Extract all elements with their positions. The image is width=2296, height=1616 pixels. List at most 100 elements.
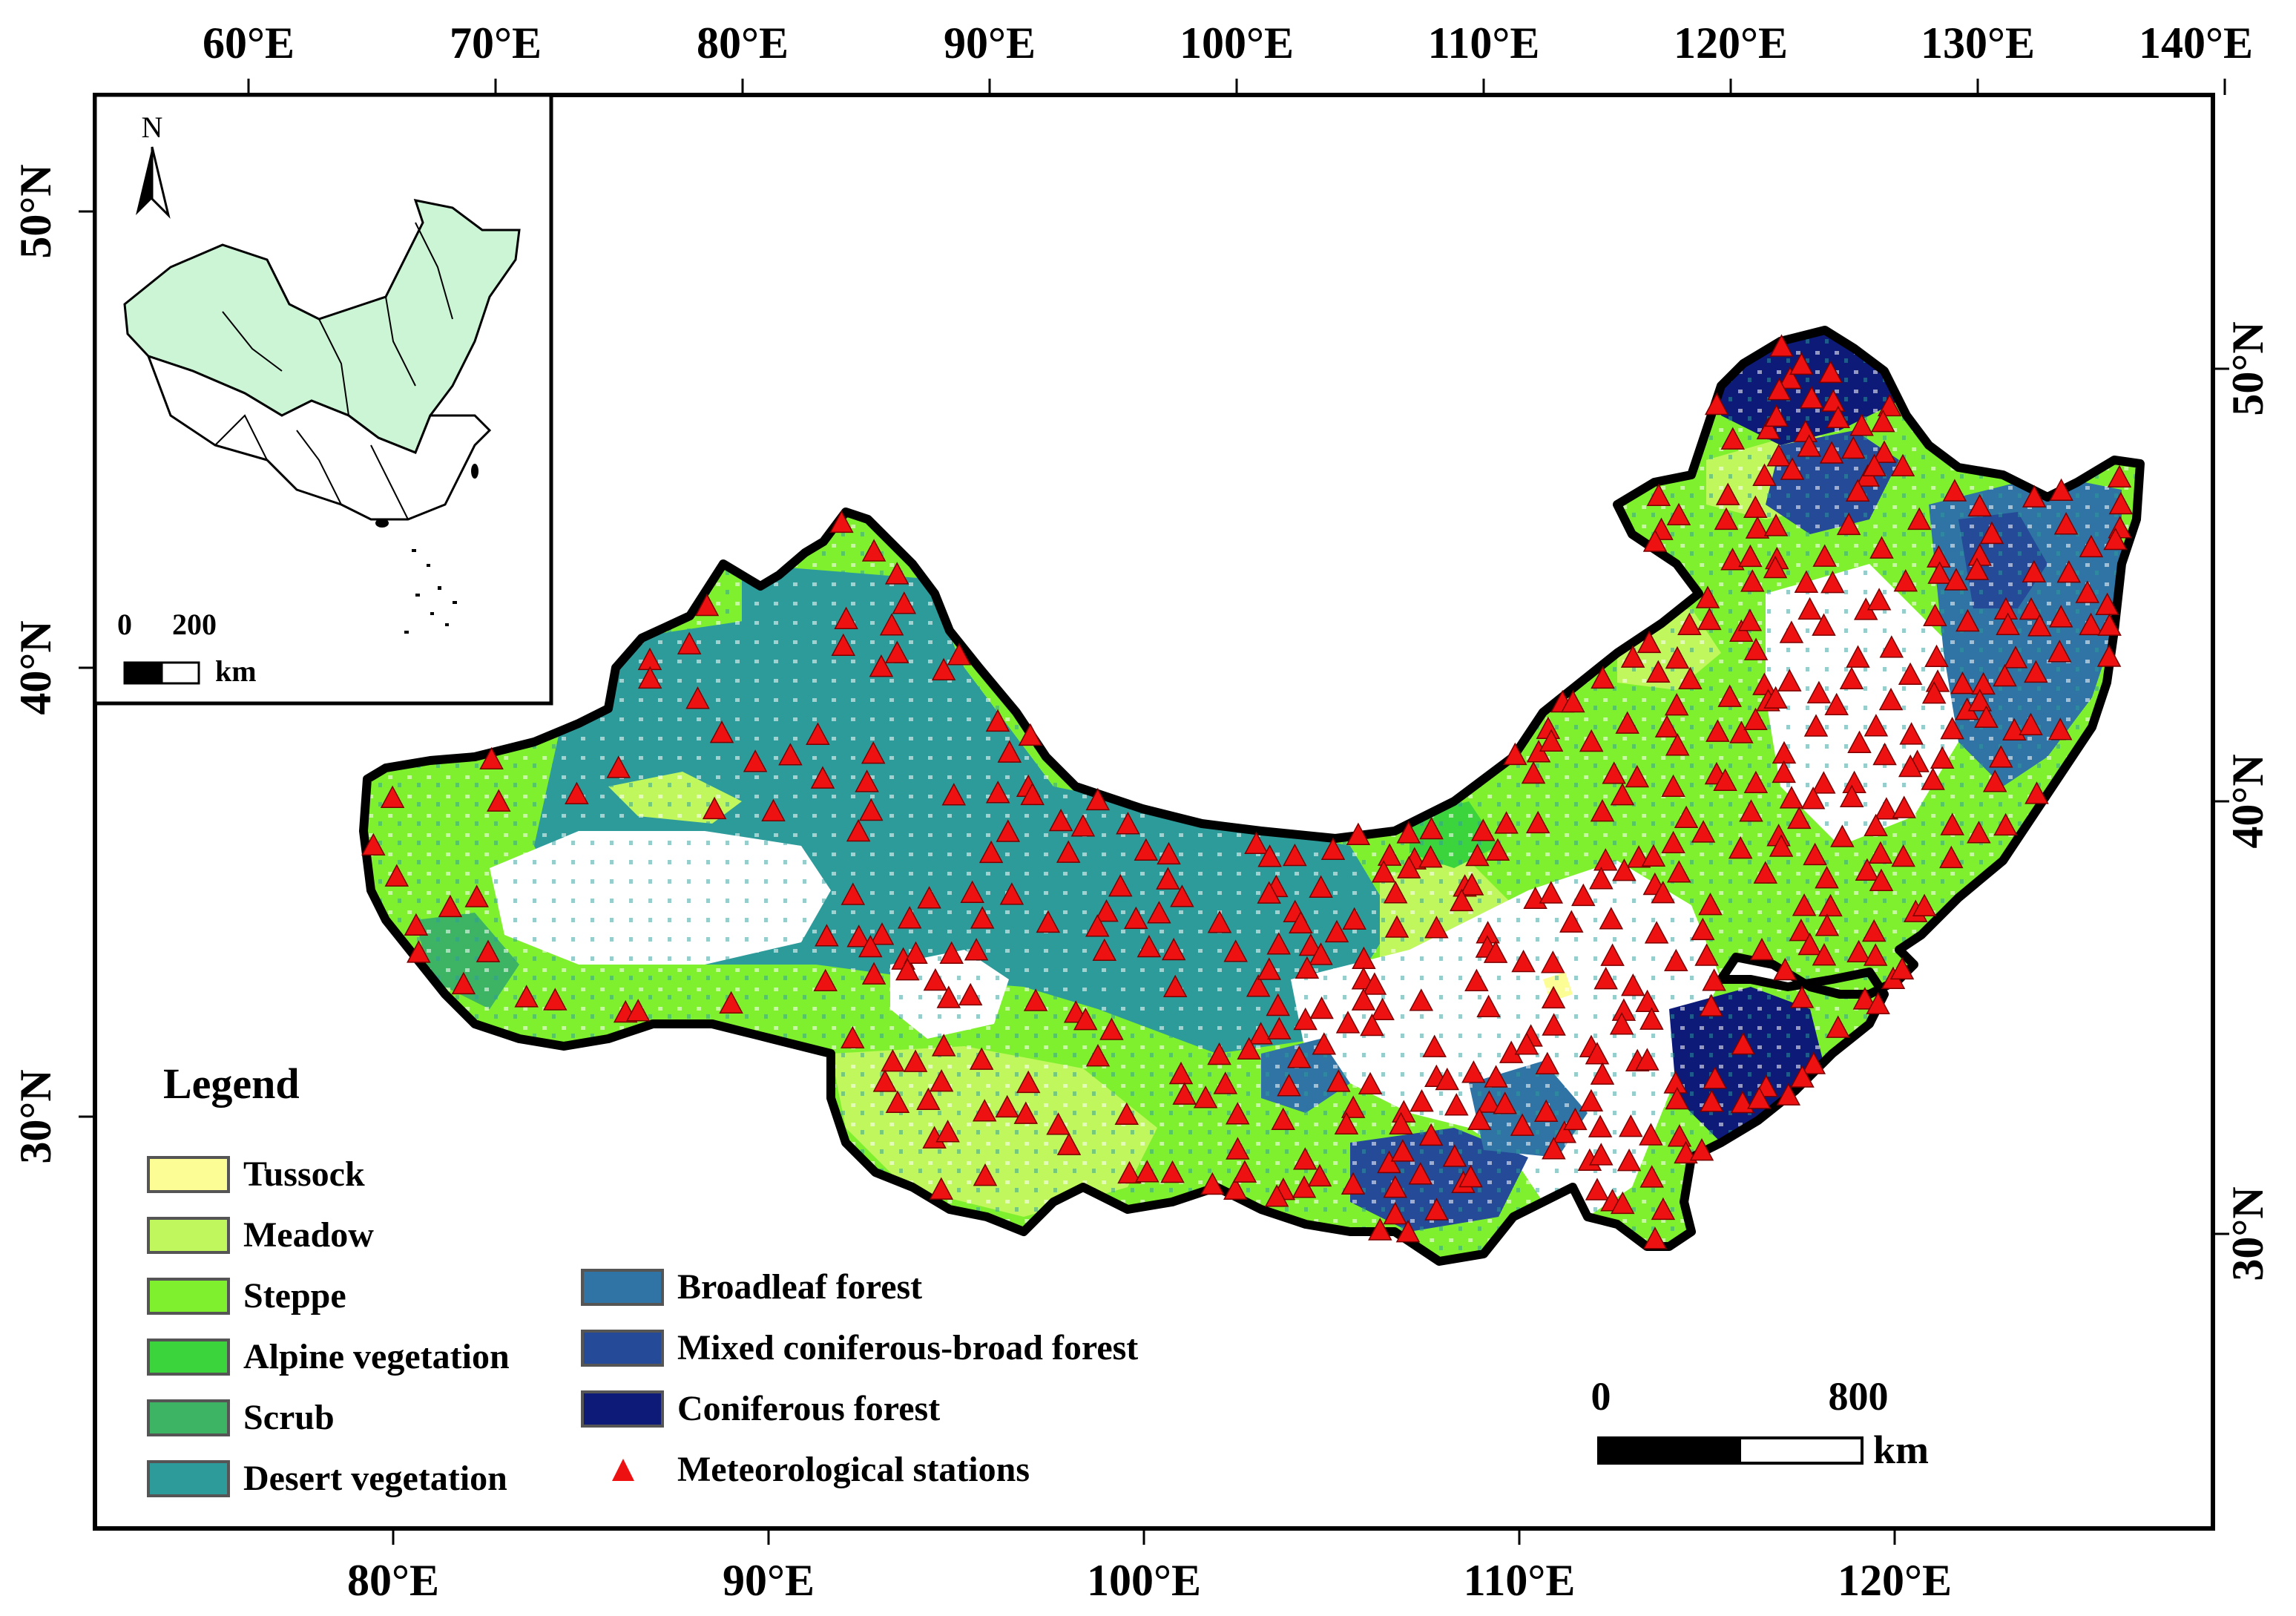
meteorological-station-marker [1046,1112,1070,1135]
meteorological-station-marker [1494,811,1519,834]
meteorological-station-marker [1764,404,1789,427]
meteorological-station-marker [1465,843,1490,867]
meteorological-station-marker [1849,413,1874,436]
meteorological-station-marker [1292,1175,1317,1198]
meteorological-station-marker [2003,646,2028,669]
meteorological-station-marker [869,654,894,677]
meteorological-station-marker [931,1034,956,1057]
meteorological-station-marker [1993,663,2017,687]
meteorological-station-marker [1266,993,1290,1016]
meteorological-station-marker [1295,956,1320,979]
meteorological-station-marker [1779,786,1804,809]
meteorological-station-marker [973,1163,998,1186]
meteorological-station-marker [1162,974,1188,998]
meteorological-station-marker [1418,1123,1444,1146]
meteorological-station-marker [1611,1191,1635,1215]
meteorological-station-marker [1116,812,1140,835]
meteorological-station-marker [685,686,710,709]
meteorological-station-marker [1815,866,1839,889]
meteorological-station-marker [1967,689,1993,712]
top-lon-label: 80°E [697,19,789,68]
meteorological-station-marker [1674,805,1699,829]
meteorological-station-marker [1085,1044,1111,1067]
meteorological-station-marker [1384,915,1409,938]
meteorological-station-marker [2047,640,2072,663]
meteorological-station-marker [1877,393,1902,417]
top-lon-label: 70°E [450,19,542,68]
meteorological-station-marker [1812,613,1836,636]
meteorological-station-marker [1571,883,1596,907]
scale-bar: 0 800 km [1591,1374,1930,1472]
meteorological-station-marker [885,640,909,663]
meteorological-station-marker [1309,875,1333,898]
meteorological-station-marker [1147,901,1171,924]
legend-swatch [147,1156,230,1193]
meteorological-station-marker [2079,612,2103,636]
meteorological-station-marker [543,988,568,1011]
legend-item-scrub: Scrub [147,1398,335,1437]
meteorological-station-marker [964,938,989,961]
meteorological-station-marker [1806,680,1832,703]
meteorological-station-marker [1223,939,1248,962]
meteorological-station-marker [815,924,839,947]
top-lon-label: 90°E [944,19,1036,68]
meteorological-station-marker [1170,884,1194,907]
scale-unit-label: km [1873,1428,1929,1472]
legend-swatch [581,1330,664,1367]
meteorological-station-marker [1862,453,1887,476]
meteorological-station-marker [1665,646,1690,669]
legend-label: Meteorological stations [677,1450,1030,1489]
meteorological-station-marker [1609,1012,1634,1035]
meteorological-station-marker [1720,548,1745,571]
right-lat-label: 50°N [2223,321,2272,416]
inset-map: N 0 200 km [93,93,553,706]
bottom-lon-label: 100°E [1087,1556,1201,1605]
meteorological-station-marker [1967,493,1992,517]
meteorological-station-marker [1868,841,1893,864]
legend-swatch [147,1399,230,1436]
meteorological-station-marker [1869,536,1894,559]
meteorological-station-marker [2096,644,2122,667]
meteorological-station-marker [1826,405,1851,429]
right-lat-label: 40°N [2223,754,2272,848]
meteorological-station-marker [1370,997,1395,1020]
meteorological-station-marker [2022,559,2047,583]
meteorological-station-marker [1048,808,1073,832]
meteorological-station-marker [846,818,871,842]
meteorological-station-marker [1874,797,1899,820]
meteorological-station-marker [1766,444,1791,467]
meteorological-station-marker [1257,957,1282,980]
meteorological-station-marker [1839,666,1864,689]
left-lat-label: 30°N [11,1069,60,1163]
meteorological-station-marker [1869,868,1894,891]
meteorological-station-marker [958,982,983,1006]
meteorological-station-marker [1824,692,1849,716]
meteorological-station-marker [1207,910,1232,933]
meteorological-station-marker [1845,479,1870,502]
left-axis-labels: 50°N 40°N 30°N [11,164,60,1163]
meteorological-station-marker [841,882,866,905]
meteorological-station-marker [1747,1086,1772,1109]
meteorological-station-marker [1360,1013,1384,1037]
meteorological-station-marker [487,789,511,812]
meteorological-station-marker [841,1025,865,1049]
top-lon-label: 120°E [1674,19,1788,68]
meteorological-station-marker [869,922,895,945]
meteorological-station-marker [1257,844,1282,867]
meteorological-station-marker [1967,821,1991,844]
legend-swatch [581,1390,664,1428]
meteorological-station-marker [1639,1123,1663,1146]
meteorological-station-marker [1612,858,1637,881]
meteorological-station-marker [1871,410,1895,433]
meteorological-station-marker [1483,940,1508,963]
meteorological-station-marker [384,864,409,887]
meteorological-station-marker [1610,783,1635,806]
meteorological-station-marker [1277,1074,1301,1097]
meteorological-station-marker [1542,1013,1566,1036]
meteorological-station-marker [1743,707,1768,731]
meteorological-station-marker [2024,781,2049,804]
north-arrow-icon: N [136,111,171,219]
meteorological-station-marker [1346,822,1371,845]
meteorological-station-marker [1642,529,1668,552]
meteorological-station-marker [709,720,734,743]
